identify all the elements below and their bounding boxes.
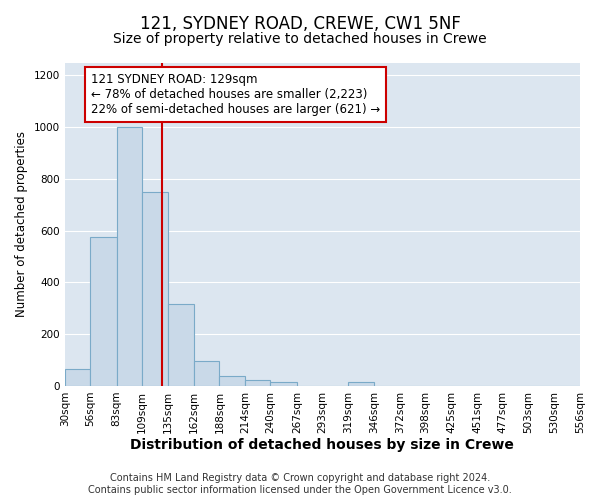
X-axis label: Distribution of detached houses by size in Crewe: Distribution of detached houses by size … <box>130 438 514 452</box>
Bar <box>167 304 194 386</box>
Bar <box>245 380 271 386</box>
Bar <box>142 192 167 386</box>
Bar <box>348 382 374 386</box>
Bar <box>220 376 245 386</box>
Bar <box>65 369 90 386</box>
Text: 121 SYDNEY ROAD: 129sqm
← 78% of detached houses are smaller (2,223)
22% of semi: 121 SYDNEY ROAD: 129sqm ← 78% of detache… <box>91 73 380 116</box>
Bar <box>271 382 297 386</box>
Y-axis label: Number of detached properties: Number of detached properties <box>15 131 28 317</box>
Text: Size of property relative to detached houses in Crewe: Size of property relative to detached ho… <box>113 32 487 46</box>
Text: Contains HM Land Registry data © Crown copyright and database right 2024.
Contai: Contains HM Land Registry data © Crown c… <box>88 474 512 495</box>
Bar <box>194 362 220 386</box>
Text: 121, SYDNEY ROAD, CREWE, CW1 5NF: 121, SYDNEY ROAD, CREWE, CW1 5NF <box>140 15 460 33</box>
Bar <box>116 127 142 386</box>
Bar <box>90 237 116 386</box>
